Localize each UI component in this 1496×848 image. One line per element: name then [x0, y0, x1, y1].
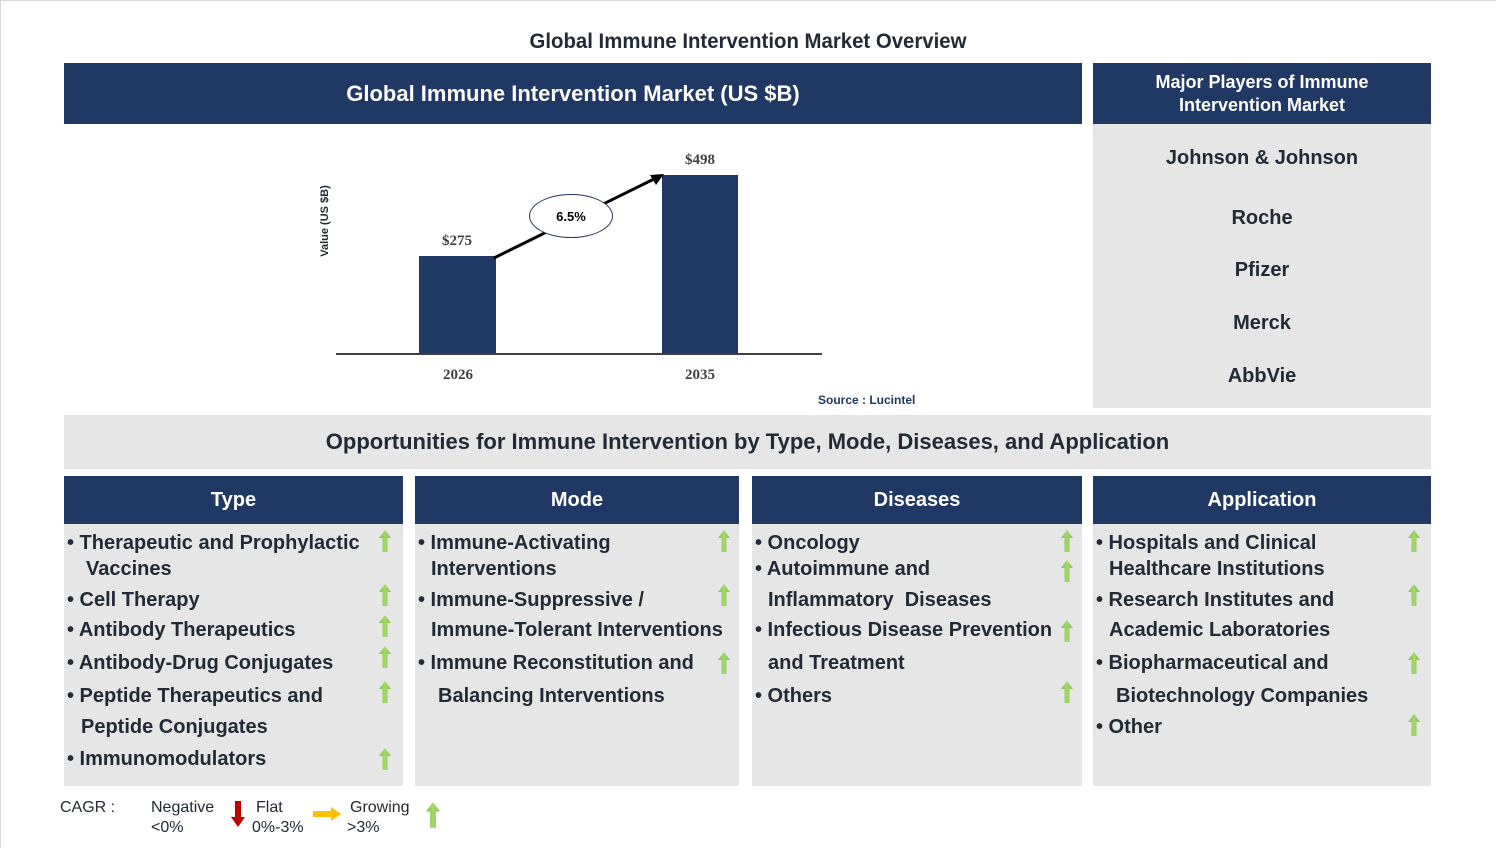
bar-value-2026: $275 [442, 233, 472, 249]
type-list: • Therapeutic and Prophylactic Vaccines … [64, 524, 403, 786]
diseases-header: Diseases [752, 476, 1082, 524]
chart-header: Global Immune Intervention Market (US $B… [64, 63, 1082, 124]
up-arrow-icon [1061, 530, 1073, 552]
up-arrow-icon [379, 681, 391, 703]
type-item-vaccines: • Therapeutic and Prophylactic [67, 532, 360, 554]
up-arrow-icon [1061, 560, 1073, 582]
up-arrow-icon [1061, 681, 1073, 703]
diseases-item-infectious-cont: and Treatment [768, 652, 905, 674]
player-item: Johnson & Johnson [1165, 147, 1359, 169]
bar-2035 [662, 175, 738, 354]
diseases-list: • Oncology • Autoimmune and Inflammatory… [752, 524, 1082, 786]
up-arrow-icon [718, 652, 730, 674]
player-item: Pfizer [1234, 259, 1290, 281]
page-title: Global Immune Intervention Market Overvi… [529, 30, 967, 53]
application-list: • Hospitals and Clinical Healthcare Inst… [1093, 524, 1431, 786]
players-list: Johnson & Johnson Roche Pfizer Merck Abb… [1093, 124, 1431, 408]
diseases-item-infectious: • Infectious Disease Prevention [755, 619, 1053, 641]
type-item-peptide-cont: Peptide Conjugates [81, 716, 268, 738]
up-arrow-icon [1408, 652, 1420, 674]
up-arrow-icon [1061, 620, 1073, 642]
up-arrow-icon [379, 748, 391, 770]
legend-growing-range: >3% [347, 819, 380, 836]
type-column: Type • Therapeutic and Prophylactic Vacc… [64, 476, 403, 786]
application-item-other: • Other [1096, 716, 1162, 738]
opportunities-banner: Opportunities for Immune Intervention by… [64, 415, 1431, 469]
legend-flat-range: 0%-3% [252, 819, 304, 836]
type-item-vaccines-cont: Vaccines [86, 558, 172, 580]
application-item-hospitals: • Hospitals and Clinical [1096, 532, 1317, 554]
up-arrow-icon [379, 615, 391, 637]
application-item-biopharma: • Biopharmaceutical and [1096, 652, 1329, 674]
x-tick-2026: 2026 [443, 367, 473, 383]
type-item-adc: • Antibody-Drug Conjugates [67, 652, 334, 674]
mode-header: Mode [415, 476, 739, 524]
mode-item-suppressive: • Immune-Suppressive / [418, 589, 644, 611]
up-arrow-icon [718, 584, 730, 606]
up-arrow-icon [1408, 530, 1420, 552]
application-item-hospitals-cont: Healthcare Institutions [1109, 558, 1325, 580]
bar-2026 [419, 256, 496, 354]
up-arrow-icon [1408, 714, 1420, 736]
up-arrow-icon [1408, 584, 1420, 606]
legend-negative-range: <0% [151, 819, 184, 836]
up-arrow-icon [718, 530, 730, 552]
application-item-biopharma-cont: Biotechnology Companies [1116, 685, 1369, 707]
x-axis-line [336, 353, 822, 355]
legend-growing-name: Growing [350, 799, 410, 816]
up-arrow-icon [426, 802, 440, 828]
diseases-item-others: • Others [755, 685, 833, 707]
bar-value-2035: $498 [685, 152, 715, 168]
type-item-peptide: • Peptide Therapeutics and [67, 685, 323, 707]
legend-flat-name: Flat [256, 799, 283, 816]
type-header: Type [64, 476, 403, 524]
type-item-immunomodulators: • Immunomodulators [67, 748, 267, 770]
mode-item-reconstitution-cont: Balancing Interventions [438, 685, 665, 707]
players-header: Major Players of Immune Intervention Mar… [1093, 63, 1431, 124]
diseases-item-oncology: • Oncology [755, 532, 860, 554]
application-item-research: • Research Institutes and [1096, 589, 1335, 611]
application-column: Application • Hospitals and Clinical Hea… [1093, 476, 1431, 786]
up-arrow-icon [379, 530, 391, 552]
diseases-item-autoimmune-cont: Inflammatory Diseases [768, 589, 992, 611]
x-tick-2035: 2035 [685, 367, 715, 383]
cagr-badge: 6.5% [529, 194, 613, 238]
player-item: AbbVie [1227, 365, 1297, 387]
legend-label: CAGR : [60, 799, 116, 816]
mode-item-activating: • Immune-Activating [418, 532, 611, 554]
mode-item-suppressive-cont: Immune-Tolerant Interventions [431, 619, 723, 641]
diseases-column: Diseases • Oncology • Autoimmune and Inf… [752, 476, 1082, 786]
y-axis-label: Value (US $B) [319, 185, 331, 257]
player-item: Roche [1231, 207, 1293, 229]
right-arrow-icon [313, 807, 341, 821]
application-item-research-cont: Academic Laboratories [1109, 619, 1331, 641]
legend-negative-name: Negative [151, 799, 215, 816]
type-item-cell-therapy: • Cell Therapy [67, 589, 200, 611]
application-header: Application [1093, 476, 1431, 524]
type-item-antibody: • Antibody Therapeutics [67, 619, 296, 641]
up-arrow-icon [379, 584, 391, 606]
source-label: Source : Lucintel [818, 393, 916, 407]
mode-item-activating-cont: Interventions [431, 558, 557, 580]
mode-list: • Immune-Activating Interventions • Immu… [415, 524, 739, 786]
diseases-item-autoimmune: • Autoimmune and [755, 558, 931, 580]
up-arrow-icon [379, 646, 391, 668]
mode-column: Mode • Immune-Activating Interventions •… [415, 476, 739, 786]
mode-item-reconstitution: • Immune Reconstitution and [418, 652, 694, 674]
player-item: Merck [1233, 312, 1291, 334]
down-arrow-icon [231, 801, 245, 827]
